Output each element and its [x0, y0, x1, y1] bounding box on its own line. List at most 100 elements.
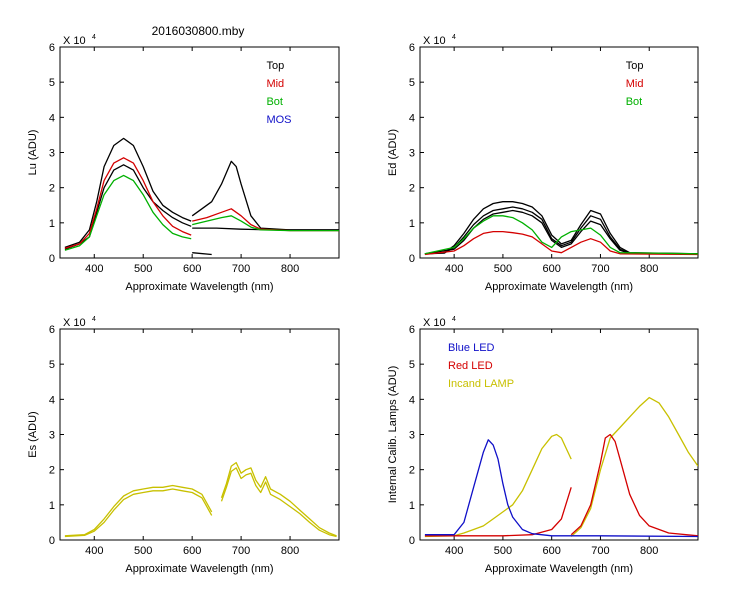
y-exponent-power: 4: [452, 34, 456, 41]
y-exponent-label: X 10: [63, 317, 86, 329]
y-tick-label: 4: [409, 394, 415, 406]
legend-entry-mid: Mid: [266, 78, 284, 90]
y-tick-label: 0: [409, 535, 415, 547]
y-tick-label: 1: [409, 218, 415, 230]
series-line-top: [192, 252, 212, 256]
legend-entry-top: Top: [266, 60, 284, 72]
series-line-mid: [64, 157, 192, 249]
y-tick-label: 6: [49, 324, 55, 336]
y-tick-label: 2: [49, 183, 55, 195]
x-tick-label: 700: [232, 263, 250, 275]
series-line-bot: [192, 215, 339, 232]
y-tick-label: 0: [409, 253, 415, 265]
plot-frame: [59, 46, 340, 259]
x-tick-label: 400: [445, 545, 463, 557]
series-group: [64, 137, 339, 256]
y-tick-label: 4: [409, 112, 415, 124]
chart-cal: 0 1 2 3 4 5 6 400 500 600 700 800 X 10 4 Approximate W…: [387, 316, 699, 575]
series-line-es-2: [64, 488, 213, 538]
y-exponent-power: 4: [92, 34, 96, 41]
y-tick-label: 1: [409, 500, 415, 512]
y-tick-label: 5: [49, 77, 55, 89]
y-axis-label: Ed (ADU): [387, 129, 399, 176]
y-tick-label: 3: [49, 430, 55, 442]
figure-title: 2016030800.mby: [152, 24, 245, 38]
x-tick-label: 400: [85, 545, 103, 557]
y-axis-label: Internal Calib. Lamps (ADU): [387, 366, 399, 504]
y-tick-label: 2: [49, 465, 55, 477]
series-line-es-2: [220, 467, 337, 538]
y-tick-label: 2: [409, 183, 415, 195]
y-tick-label: 3: [409, 148, 415, 160]
x-tick-label: 700: [591, 545, 609, 557]
y-axis-label: Es (ADU): [27, 411, 39, 457]
series-line-top: [64, 137, 192, 249]
series-line-top-2: [192, 227, 339, 231]
series-group: [424, 201, 698, 256]
x-tick-label: 600: [543, 263, 561, 275]
y-tick-label: 3: [49, 148, 55, 160]
plot-frame: [419, 46, 699, 259]
x-tick-label: 800: [640, 545, 658, 557]
x-axis-label: Approximate Wavelength (nm): [485, 563, 633, 575]
y-tick-label: 2: [409, 465, 415, 477]
series-line-red-led: [424, 487, 572, 537]
series-group: [64, 461, 337, 538]
x-tick-label: 600: [543, 545, 561, 557]
y-tick-label: 5: [409, 77, 415, 89]
series-group: [424, 396, 698, 538]
series-line-mid: [424, 230, 698, 256]
x-tick-label: 600: [183, 545, 201, 557]
y-exponent-power: 4: [92, 316, 96, 323]
x-axis-label: Approximate Wavelength (nm): [125, 281, 273, 293]
x-tick-label: 700: [591, 263, 609, 275]
y-tick-label: 0: [49, 535, 55, 547]
chart-es: 0 1 2 3 4 5 6 400 500 600 700 800 X 10 4 Approximate W…: [27, 316, 340, 575]
y-exponent-label: X 10: [63, 35, 86, 47]
x-tick-label: 800: [640, 263, 658, 275]
series-line-bot: [424, 215, 698, 255]
legend-entry-mid: Mid: [626, 78, 644, 90]
series-line-red-led: [570, 433, 698, 537]
y-exponent-power: 4: [452, 316, 456, 323]
series-line-top: [191, 160, 339, 231]
series-line-top-2: [424, 206, 698, 255]
x-tick-label: 700: [232, 545, 250, 557]
legend-entry-top: Top: [626, 60, 644, 72]
series-line-incand-lamp: [570, 396, 698, 537]
y-exponent-label: X 10: [423, 317, 446, 329]
y-tick-label: 6: [49, 42, 55, 54]
y-tick-label: 4: [49, 112, 55, 124]
y-tick-label: 5: [49, 359, 55, 371]
legend-entry-bot: Bot: [626, 96, 643, 108]
y-tick-label: 1: [49, 218, 55, 230]
x-tick-label: 500: [494, 263, 512, 275]
series-line-top-3: [424, 209, 698, 255]
series-line-es: [220, 461, 337, 537]
legend-entry-mos: MOS: [266, 114, 291, 126]
x-tick-label: 500: [134, 263, 152, 275]
x-tick-label: 400: [85, 263, 103, 275]
y-tick-label: 0: [49, 253, 55, 265]
series-line-incand-lamp: [424, 433, 572, 538]
y-tick-label: 1: [49, 500, 55, 512]
legend-entry-bot: Bot: [266, 96, 283, 108]
x-tick-label: 800: [281, 545, 299, 557]
chart-lu: 0 1 2 3 4 5 6 400 500 600 700 800 X 10 4 Approximate W…: [27, 34, 340, 293]
x-tick-label: 500: [134, 545, 152, 557]
x-tick-label: 400: [445, 263, 463, 275]
chart-ed: 0 1 2 3 4 5 6 400 500 600 700 800 X 10 4 Approximate W…: [387, 34, 699, 293]
x-tick-label: 500: [494, 545, 512, 557]
y-tick-label: 6: [409, 42, 415, 54]
y-tick-label: 5: [409, 359, 415, 371]
x-tick-label: 600: [183, 263, 201, 275]
x-tick-label: 800: [281, 263, 299, 275]
series-line-bot: [64, 174, 192, 251]
legend-entry-incand-lamp: Incand LAMP: [448, 378, 514, 390]
series-line-top: [424, 201, 698, 255]
y-tick-label: 3: [409, 430, 415, 442]
y-tick-label: 4: [49, 394, 55, 406]
series-line-es: [64, 484, 213, 537]
series-line-blue-led: [424, 439, 698, 538]
